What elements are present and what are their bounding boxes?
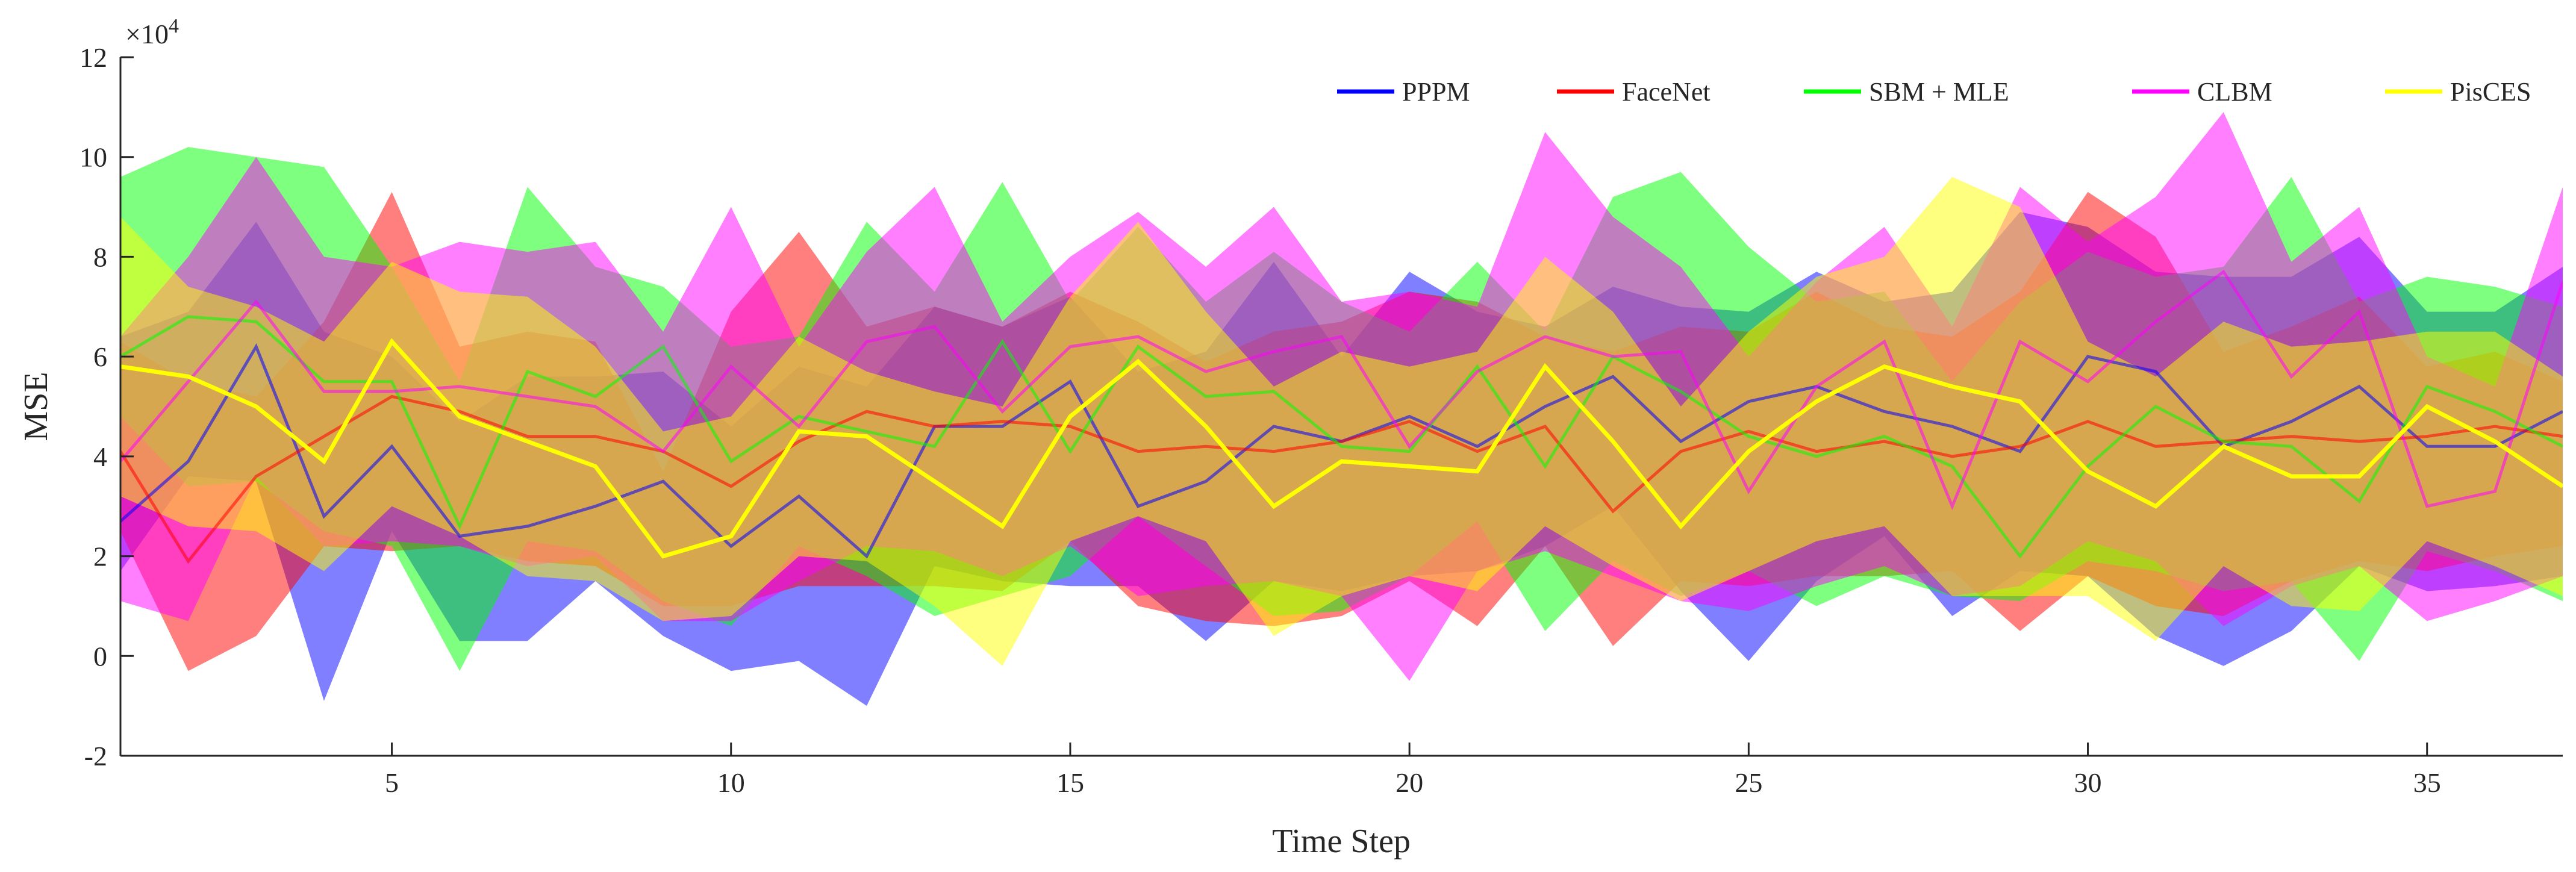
y-tick-label: 12 bbox=[80, 42, 107, 73]
legend-label: FaceNet bbox=[1622, 77, 1711, 107]
x-tick-label: 10 bbox=[717, 767, 745, 798]
y-tick-label: 10 bbox=[80, 142, 107, 173]
y-tick-label: 0 bbox=[93, 641, 107, 671]
line-series-2 bbox=[120, 394, 2563, 564]
x-tick-label: 15 bbox=[1056, 767, 1084, 798]
line-series-5 bbox=[120, 338, 2563, 559]
line-series-3 bbox=[120, 315, 2563, 559]
x-tick-label: 5 bbox=[385, 767, 399, 798]
y-tick-label: 6 bbox=[93, 341, 107, 372]
x-tick-label: 30 bbox=[2074, 767, 2102, 798]
axes: -2 0 2 4 6 8 10 12 5 10 15 20 25 30 35 bbox=[80, 42, 2563, 798]
band-series-5 bbox=[120, 176, 2563, 666]
x-tick-label: 20 bbox=[1396, 767, 1423, 798]
confidence-bands bbox=[120, 112, 2563, 706]
legend: PPPM FaceNet SBM + MLE CLBM PisCES bbox=[1337, 77, 2531, 107]
x-axis-title: Time Step bbox=[1272, 823, 1411, 860]
y-tick-label: 8 bbox=[93, 241, 107, 272]
y-axis-exponent: ×104 bbox=[125, 15, 179, 49]
x-tick-label: 35 bbox=[2413, 767, 2441, 798]
y-tick-label: -2 bbox=[84, 741, 107, 771]
y-axis-title: MSE bbox=[17, 372, 55, 441]
legend-label: PisCES bbox=[2450, 77, 2531, 107]
y-tick-label: 4 bbox=[93, 441, 107, 472]
legend-label: CLBM bbox=[2197, 77, 2272, 107]
legend-label: PPPM bbox=[1402, 77, 1470, 107]
x-tick-label: 25 bbox=[1735, 767, 1762, 798]
legend-label: SBM + MLE bbox=[1869, 77, 2009, 107]
line-series-4 bbox=[120, 269, 2563, 511]
y-tick-label: 2 bbox=[93, 541, 107, 572]
mean-lines bbox=[120, 269, 2563, 564]
